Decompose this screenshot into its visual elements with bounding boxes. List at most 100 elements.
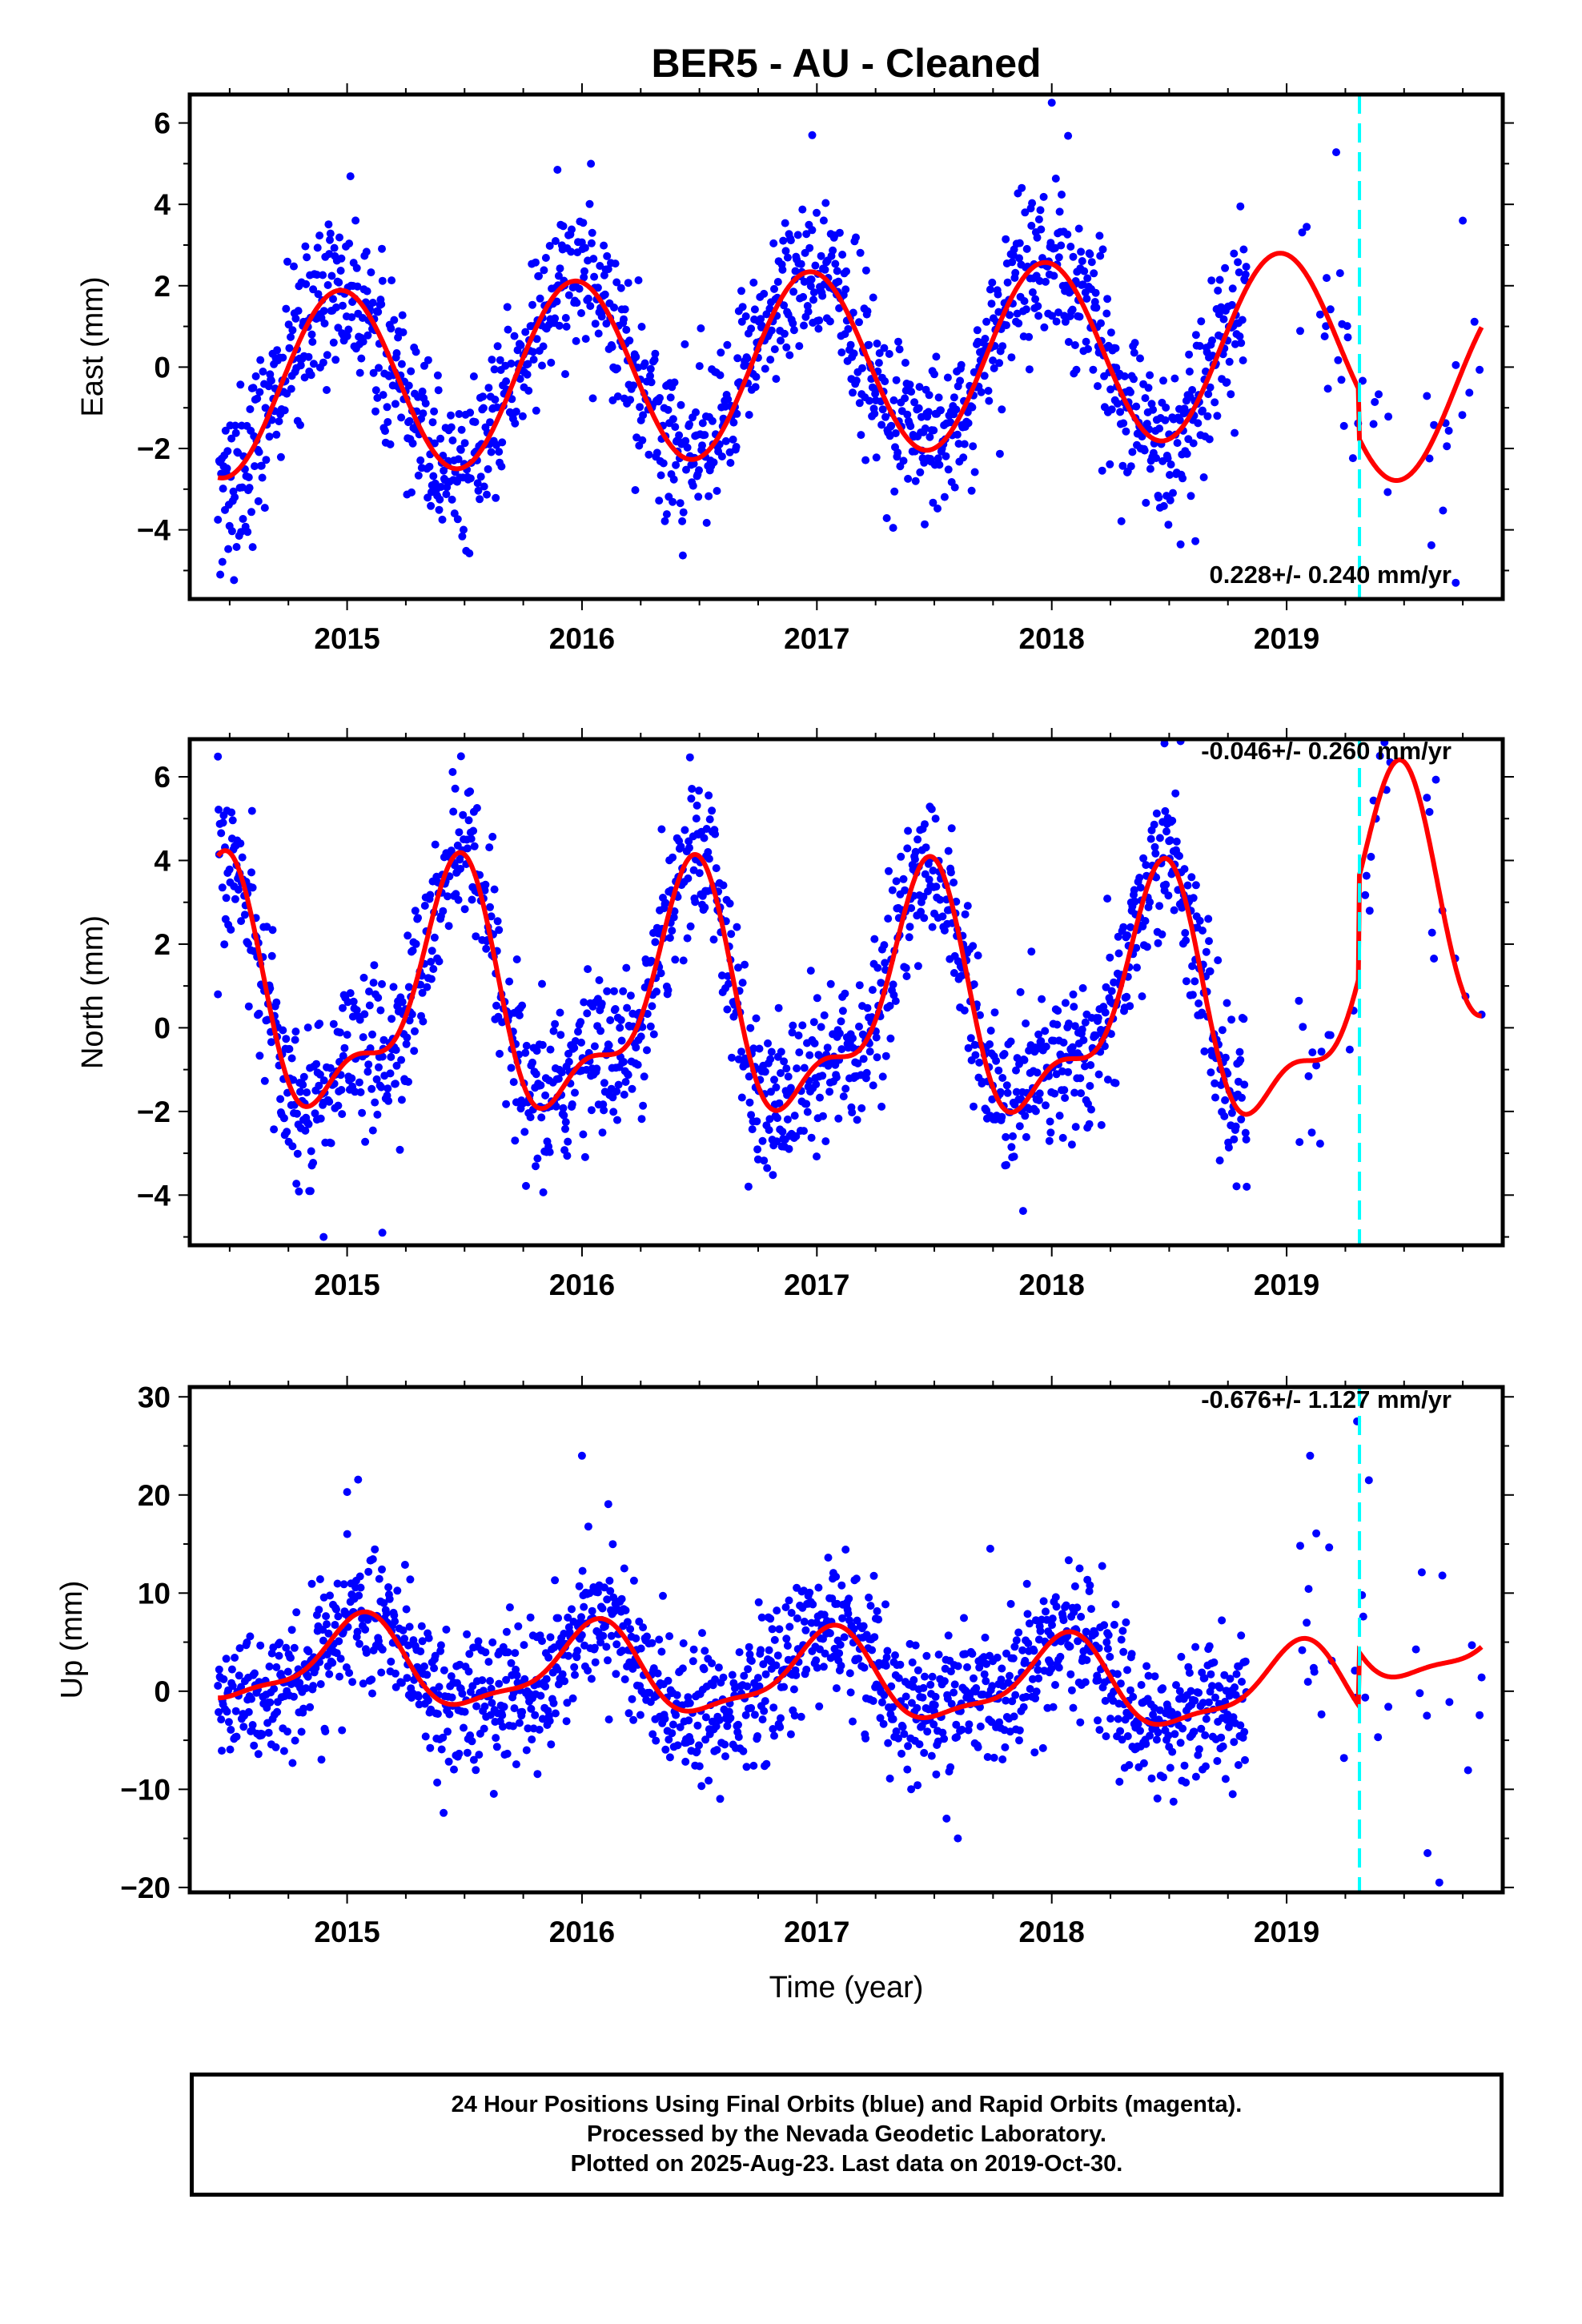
data-point bbox=[1048, 312, 1056, 320]
data-point bbox=[1007, 353, 1016, 362]
data-point bbox=[496, 356, 504, 364]
data-point bbox=[359, 973, 368, 982]
data-point bbox=[863, 307, 872, 316]
data-point bbox=[946, 868, 955, 877]
data-point bbox=[440, 1666, 448, 1675]
data-point bbox=[982, 1659, 991, 1668]
data-point bbox=[1185, 368, 1194, 376]
data-point bbox=[1061, 317, 1070, 326]
data-point bbox=[657, 1647, 666, 1656]
data-point bbox=[1086, 1082, 1094, 1090]
data-point bbox=[838, 1007, 847, 1015]
data-point bbox=[909, 1675, 918, 1684]
data-point bbox=[407, 367, 416, 376]
data-point bbox=[247, 508, 255, 517]
data-point bbox=[304, 352, 313, 361]
data-point bbox=[546, 1633, 555, 1642]
data-point bbox=[405, 1622, 414, 1631]
data-point bbox=[378, 276, 387, 285]
data-point bbox=[692, 408, 700, 416]
data-point bbox=[348, 1012, 357, 1021]
data-point bbox=[603, 1595, 612, 1604]
data-point bbox=[769, 1725, 777, 1733]
data-point bbox=[876, 1714, 885, 1723]
data-point bbox=[541, 1091, 550, 1100]
data-point bbox=[464, 1667, 473, 1676]
data-point bbox=[1207, 1670, 1215, 1679]
data-point bbox=[309, 1682, 318, 1691]
data-point bbox=[361, 1625, 370, 1634]
data-point bbox=[1021, 1656, 1030, 1665]
data-point bbox=[1170, 1730, 1179, 1739]
data-point bbox=[1114, 932, 1122, 941]
data-point bbox=[1146, 1731, 1154, 1740]
data-point bbox=[1326, 305, 1335, 314]
data-point bbox=[859, 1055, 868, 1063]
data-point bbox=[1083, 274, 1092, 283]
data-point bbox=[1074, 224, 1083, 233]
data-point bbox=[1315, 1140, 1324, 1148]
data-point bbox=[919, 1683, 928, 1692]
data-point bbox=[1091, 288, 1100, 297]
data-point bbox=[873, 340, 881, 348]
data-point bbox=[561, 314, 570, 322]
data-point bbox=[588, 1606, 596, 1615]
data-point bbox=[1032, 1687, 1041, 1696]
data-point bbox=[1101, 1008, 1110, 1017]
data-point bbox=[1018, 1646, 1027, 1655]
data-point bbox=[382, 1609, 391, 1618]
data-point bbox=[1126, 923, 1134, 931]
data-point bbox=[990, 1753, 998, 1762]
data-point bbox=[554, 1614, 563, 1622]
data-point bbox=[307, 1147, 315, 1156]
data-point bbox=[1312, 1061, 1321, 1070]
data-point bbox=[1047, 99, 1056, 107]
data-point bbox=[315, 1606, 323, 1614]
data-point bbox=[418, 988, 427, 997]
data-point bbox=[959, 453, 968, 462]
data-point bbox=[965, 1720, 974, 1729]
data-point bbox=[1006, 1037, 1015, 1046]
data-point bbox=[381, 427, 389, 436]
data-point bbox=[780, 1057, 789, 1066]
data-point bbox=[1129, 1692, 1138, 1701]
data-point bbox=[333, 1579, 342, 1588]
data-point bbox=[793, 231, 802, 239]
data-point bbox=[1306, 1451, 1315, 1460]
data-point bbox=[559, 222, 568, 231]
data-point bbox=[1176, 1739, 1185, 1747]
data-point bbox=[1199, 1699, 1207, 1707]
data-point bbox=[507, 360, 516, 368]
data-point bbox=[1202, 1762, 1210, 1771]
data-point bbox=[1096, 251, 1105, 260]
data-point bbox=[236, 839, 245, 848]
data-point bbox=[741, 1711, 750, 1719]
data-point bbox=[793, 1064, 801, 1073]
data-point bbox=[523, 370, 532, 379]
data-point bbox=[502, 377, 511, 386]
data-point bbox=[732, 443, 741, 451]
data-point bbox=[558, 1670, 567, 1679]
data-point bbox=[761, 1697, 769, 1706]
data-point bbox=[223, 464, 231, 472]
data-point bbox=[608, 1093, 617, 1102]
data-point bbox=[1166, 836, 1174, 845]
data-point bbox=[300, 373, 309, 382]
data-point bbox=[486, 903, 494, 911]
data-point bbox=[721, 1752, 729, 1761]
data-point bbox=[877, 1698, 886, 1707]
data-point bbox=[492, 403, 501, 412]
data-point bbox=[536, 1691, 545, 1700]
data-point bbox=[404, 1077, 412, 1086]
data-point bbox=[753, 1145, 762, 1154]
data-point bbox=[485, 843, 494, 852]
data-point bbox=[624, 1071, 632, 1080]
data-point bbox=[892, 1727, 901, 1735]
data-point bbox=[1064, 1068, 1073, 1076]
data-point bbox=[282, 304, 291, 313]
data-point bbox=[1374, 1733, 1383, 1742]
data-point bbox=[1048, 1614, 1057, 1623]
data-point bbox=[336, 1655, 345, 1663]
data-point bbox=[584, 1667, 592, 1675]
data-point bbox=[859, 1622, 868, 1630]
